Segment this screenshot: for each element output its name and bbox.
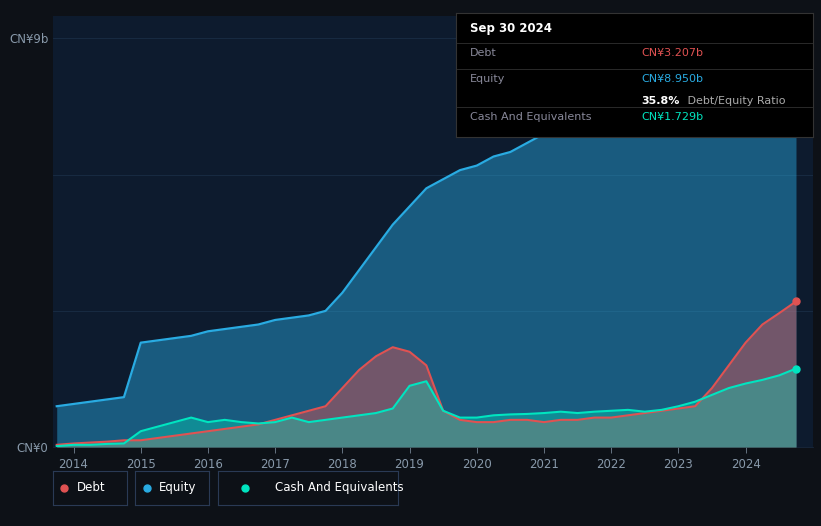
Text: Debt/Equity Ratio: Debt/Equity Ratio bbox=[684, 96, 786, 106]
Text: Debt: Debt bbox=[470, 48, 497, 58]
Text: Cash And Equivalents: Cash And Equivalents bbox=[275, 481, 404, 494]
Text: CN¥8.950b: CN¥8.950b bbox=[641, 74, 704, 84]
Text: Sep 30 2024: Sep 30 2024 bbox=[470, 22, 552, 35]
Text: CN¥1.729b: CN¥1.729b bbox=[641, 112, 704, 122]
Text: Equity: Equity bbox=[470, 74, 505, 84]
Text: 35.8%: 35.8% bbox=[641, 96, 680, 106]
Text: Debt: Debt bbox=[77, 481, 106, 494]
Text: Equity: Equity bbox=[159, 481, 196, 494]
Text: CN¥3.207b: CN¥3.207b bbox=[641, 48, 704, 58]
Text: Cash And Equivalents: Cash And Equivalents bbox=[470, 112, 591, 122]
